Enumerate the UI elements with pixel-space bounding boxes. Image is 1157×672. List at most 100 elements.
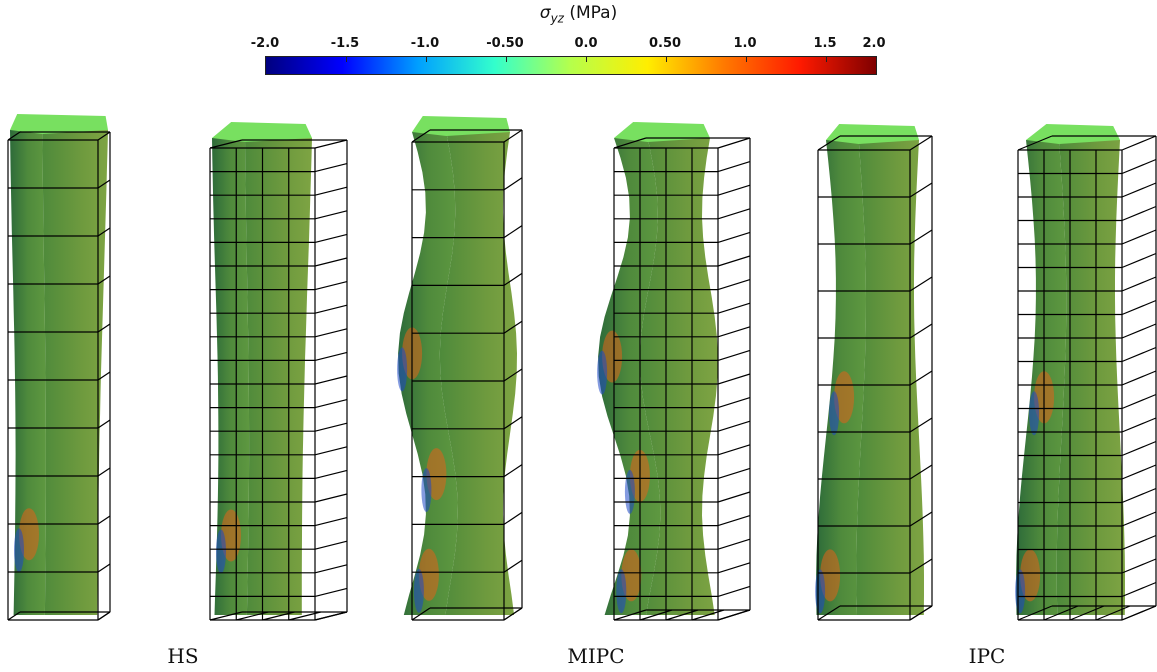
colorbar-tick-mark bbox=[506, 57, 507, 62]
mesh-line bbox=[97, 515, 111, 525]
mesh-line bbox=[97, 323, 111, 333]
mesh-line bbox=[691, 609, 725, 621]
mesh-line bbox=[717, 326, 751, 338]
mesh-line bbox=[1121, 370, 1157, 386]
column-top-face bbox=[212, 122, 312, 142]
mesh-line bbox=[503, 129, 523, 143]
mesh-line bbox=[97, 227, 111, 237]
mesh-line bbox=[1121, 299, 1157, 316]
column-left-face bbox=[212, 138, 250, 615]
mesh-line bbox=[1121, 534, 1157, 551]
mesh-line bbox=[613, 137, 647, 149]
tick-label: 1.5 bbox=[813, 36, 837, 51]
mesh-line bbox=[314, 257, 348, 267]
mesh-line bbox=[909, 558, 933, 574]
mesh-line bbox=[503, 607, 523, 621]
mesh-line bbox=[314, 611, 348, 621]
mesh-line bbox=[97, 611, 111, 621]
mesh-line bbox=[909, 182, 933, 198]
mesh-line bbox=[314, 469, 348, 479]
stress-cold-region bbox=[421, 468, 432, 513]
tick-label: 1.0 bbox=[733, 36, 757, 51]
tick-label: -1.5 bbox=[330, 36, 360, 51]
mesh-line bbox=[1121, 581, 1157, 598]
colorbar-tick-mark bbox=[826, 57, 827, 62]
mesh-line bbox=[314, 351, 348, 361]
mesh-line bbox=[314, 493, 348, 503]
stress-cold-region bbox=[216, 529, 226, 574]
column-top-face bbox=[826, 124, 919, 144]
tick-label: 2.0 bbox=[862, 36, 886, 51]
column-right-face bbox=[856, 140, 924, 615]
mesh-line bbox=[717, 515, 751, 527]
mesh-line bbox=[1069, 605, 1105, 621]
mesh-line bbox=[411, 607, 431, 621]
mesh-line bbox=[1121, 323, 1157, 339]
mesh-line bbox=[236, 611, 269, 621]
colorbar-tick-mark bbox=[746, 57, 747, 62]
mesh-line bbox=[503, 559, 523, 573]
column-right-face bbox=[42, 130, 108, 615]
mesh-line bbox=[717, 397, 751, 409]
mesh-line bbox=[503, 272, 523, 286]
mesh-line bbox=[817, 605, 841, 621]
colorbar-tick-labels: -2.0 -1.5 -1.0 -0.50 0.0 0.50 1.0 1.5 2.… bbox=[0, 36, 1157, 56]
mesh-line bbox=[503, 464, 523, 478]
mesh-line bbox=[717, 279, 751, 291]
mesh-line bbox=[665, 609, 699, 621]
mesh-line bbox=[1017, 135, 1053, 151]
stress-hot-region bbox=[834, 371, 855, 424]
mesh-line bbox=[503, 416, 523, 430]
mesh-line bbox=[1121, 276, 1157, 292]
stress-cold-region bbox=[14, 528, 24, 573]
mesh-line bbox=[909, 511, 933, 527]
mesh-line bbox=[717, 538, 751, 550]
mesh-line bbox=[717, 349, 751, 361]
mesh-line bbox=[209, 139, 243, 149]
mesh-line bbox=[314, 163, 348, 173]
mesh-line bbox=[411, 129, 431, 143]
mesh-line bbox=[1121, 511, 1157, 527]
mesh-line bbox=[639, 609, 673, 621]
colorbar-tick-mark bbox=[586, 57, 587, 62]
mesh-line bbox=[314, 422, 348, 432]
mesh-line bbox=[717, 137, 751, 149]
mesh-line bbox=[262, 611, 295, 621]
mesh-line bbox=[717, 231, 751, 243]
stress-hot-region bbox=[621, 549, 642, 602]
tick-label: -2.0 bbox=[250, 36, 280, 51]
mesh-line bbox=[97, 131, 111, 141]
colorbar-subscript: yz bbox=[550, 11, 564, 26]
colorbar-tick-mark bbox=[426, 57, 427, 62]
mesh-line bbox=[1121, 252, 1157, 269]
mesh-line bbox=[717, 184, 751, 196]
mesh-line bbox=[909, 464, 933, 480]
mesh-line bbox=[717, 420, 751, 432]
column-right-face bbox=[245, 138, 312, 615]
mesh-line bbox=[314, 281, 348, 291]
mesh-line bbox=[1121, 487, 1157, 504]
stress-cold-region bbox=[397, 347, 408, 392]
mesh-line bbox=[1121, 605, 1157, 621]
mesh-line bbox=[1121, 440, 1157, 457]
stress-cold-region bbox=[815, 569, 826, 614]
mesh-line bbox=[314, 186, 348, 196]
colorbar-title: σyz (MPa) bbox=[0, 3, 1157, 25]
mesh-line bbox=[1121, 417, 1157, 433]
stress-cold-region bbox=[616, 569, 627, 614]
tick-label: -1.0 bbox=[410, 36, 440, 51]
mesh-line bbox=[314, 328, 348, 338]
mesh-line bbox=[314, 304, 348, 314]
mesh-line bbox=[288, 611, 321, 621]
column-top-face bbox=[614, 122, 710, 142]
mesh-line bbox=[909, 229, 933, 245]
stress-hot-region bbox=[602, 330, 623, 383]
stress-hot-region bbox=[820, 549, 841, 602]
mesh-line bbox=[909, 323, 933, 339]
tick-label: 0.0 bbox=[574, 36, 598, 51]
stress-cold-region bbox=[1029, 391, 1040, 436]
mesh-line bbox=[1121, 182, 1157, 198]
mesh-line bbox=[97, 563, 111, 573]
mesh-line bbox=[314, 210, 348, 220]
mesh-line bbox=[7, 131, 21, 141]
